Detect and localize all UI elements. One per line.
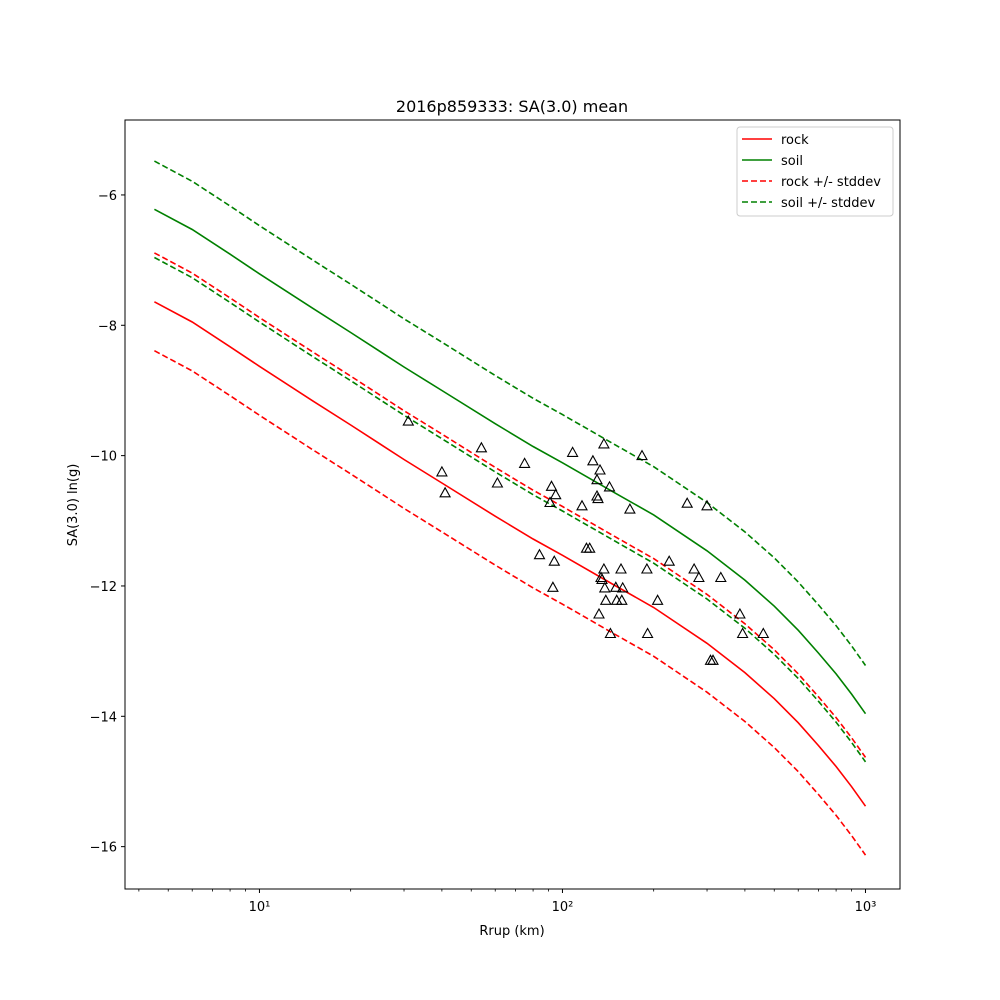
observation-marker-31 bbox=[609, 581, 622, 592]
observation-marker-20 bbox=[592, 492, 604, 504]
legend-label-1: rock bbox=[781, 133, 809, 148]
observation-marker-3 bbox=[439, 486, 452, 498]
series-line-6 bbox=[154, 256, 867, 763]
observation-marker-40 bbox=[651, 594, 664, 605]
observation-marker-9 bbox=[545, 480, 558, 491]
y-tick-label: −12 bbox=[90, 580, 117, 595]
x-tick-label: 10¹ bbox=[249, 900, 271, 915]
observation-marker-12 bbox=[549, 488, 562, 500]
series-line-3 bbox=[154, 252, 867, 758]
observation-marker-17 bbox=[586, 454, 599, 466]
observation-marker-1 bbox=[402, 414, 415, 426]
observation-marker-33 bbox=[615, 562, 627, 574]
observation-marker-45 bbox=[701, 499, 713, 511]
observation-marker-29 bbox=[603, 480, 616, 492]
observation-marker-43 bbox=[688, 562, 701, 574]
observation-marker-4 bbox=[475, 441, 488, 453]
observation-marker-44 bbox=[692, 571, 705, 583]
legend-label-2: soil bbox=[781, 154, 803, 169]
observation-marker-21 bbox=[593, 607, 605, 619]
x-axis-label: Rrup (km) bbox=[479, 924, 544, 939]
plot-area bbox=[154, 160, 867, 856]
observation-marker-47 bbox=[707, 654, 719, 665]
observation-marker-36 bbox=[623, 502, 636, 514]
y-tick-label: −14 bbox=[90, 710, 117, 725]
legend: rock soil rock +/- stddev soil +/- stddev bbox=[736, 126, 894, 217]
x-tick-label: 10³ bbox=[855, 900, 877, 915]
observation-marker-41 bbox=[663, 555, 676, 566]
plot-frame bbox=[124, 119, 901, 890]
observation-marker-49 bbox=[733, 607, 746, 619]
observation-marker-14 bbox=[576, 499, 588, 511]
series-line-5 bbox=[154, 160, 867, 666]
observation-marker-13 bbox=[566, 446, 579, 457]
observation-marker-30 bbox=[604, 627, 617, 639]
y-tick-label: −6 bbox=[98, 189, 117, 204]
observation-marker-35 bbox=[616, 581, 629, 593]
observation-marker-22 bbox=[594, 463, 606, 475]
series-line-2 bbox=[154, 208, 867, 715]
series-line-4 bbox=[154, 349, 867, 856]
observation-marker-37 bbox=[636, 449, 648, 461]
observation-marker-16 bbox=[583, 542, 596, 553]
observation-marker-39 bbox=[641, 627, 654, 639]
observation-marker-11 bbox=[548, 555, 561, 566]
observation-marker-50 bbox=[736, 627, 749, 639]
observation-marker-19 bbox=[591, 473, 603, 485]
observation-marker-34 bbox=[615, 594, 628, 605]
observation-marker-10 bbox=[546, 581, 559, 592]
x-tick-label: 10² bbox=[552, 900, 574, 915]
observation-marker-28 bbox=[599, 594, 612, 605]
observation-marker-5 bbox=[491, 476, 504, 488]
observation-marker-51 bbox=[757, 627, 770, 639]
chart-title: 2016p859333: SA(3.0) mean bbox=[396, 97, 628, 116]
y-tick-label: −10 bbox=[90, 450, 117, 465]
observation-marker-24 bbox=[596, 573, 608, 584]
observation-marker-48 bbox=[714, 571, 727, 583]
observation-marker-26 bbox=[597, 562, 610, 574]
observation-marker-27 bbox=[598, 581, 611, 593]
observation-marker-8 bbox=[544, 496, 556, 508]
y-tick-label: −16 bbox=[90, 841, 117, 856]
legend-box bbox=[736, 126, 894, 217]
observation-marker-2 bbox=[435, 465, 448, 477]
observation-marker-42 bbox=[681, 497, 694, 508]
observation-marker-7 bbox=[533, 548, 546, 560]
y-tick-label: −8 bbox=[98, 319, 117, 334]
observation-marker-25 bbox=[597, 437, 610, 449]
legend-label-5: soil +/- stddev bbox=[781, 196, 876, 211]
observation-marker-38 bbox=[640, 562, 653, 574]
y-axis-label: SA(3.0) ln(g) bbox=[66, 464, 81, 547]
series-line-1 bbox=[154, 301, 867, 807]
observation-marker-6 bbox=[518, 457, 531, 468]
legend-label-3: rock +/- stddev bbox=[781, 175, 881, 190]
